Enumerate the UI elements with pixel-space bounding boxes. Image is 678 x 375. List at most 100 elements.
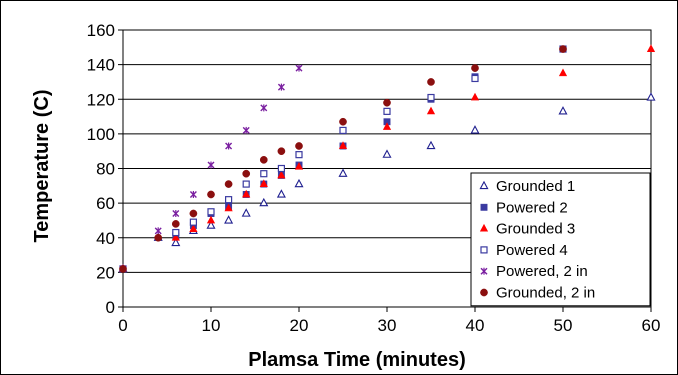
- data-point: [338, 168, 348, 177]
- legend-marker: [479, 180, 489, 190]
- x-axis-title: Plamsa Time (minutes): [248, 349, 465, 371]
- data-point: [277, 164, 285, 173]
- data-point: [470, 125, 480, 134]
- y-tick-label: 120: [87, 90, 115, 109]
- data-point: [470, 92, 480, 101]
- data-point: [225, 142, 233, 150]
- x-tick-label: 30: [378, 316, 397, 335]
- legend-label: Grounded, 2 in: [496, 285, 595, 302]
- legend-label: Powered, 2 in: [496, 263, 588, 280]
- data-point: [242, 180, 250, 188]
- data-point: [277, 170, 286, 179]
- data-point: [207, 208, 215, 216]
- data-point: [207, 161, 215, 169]
- data-point: [259, 155, 268, 164]
- series-1: [118, 92, 656, 273]
- data-point: [426, 140, 436, 150]
- y-tick-label: 60: [96, 194, 115, 213]
- data-point: [189, 224, 198, 232]
- data-point: [172, 228, 180, 237]
- data-point: [646, 44, 656, 52]
- data-point: [189, 218, 197, 226]
- data-point: [154, 227, 162, 235]
- data-point: [259, 197, 269, 207]
- legend: Grounded 1 Powered 2 Grounded 3 Powered 4 Po…: [470, 172, 651, 307]
- legend-marker: [480, 267, 488, 275]
- data-point: [259, 179, 268, 187]
- data-point: [277, 83, 285, 91]
- data-point: [426, 106, 436, 115]
- data-point: [295, 151, 303, 159]
- legend-label: Grounded 3: [496, 221, 575, 238]
- data-point: [224, 180, 233, 188]
- y-tick-label: 0: [106, 298, 115, 317]
- data-point: [295, 64, 303, 72]
- y-tick-label: 80: [96, 160, 115, 179]
- data-layer: [118, 44, 656, 273]
- legend-marker: [480, 203, 488, 211]
- data-point: [471, 64, 479, 72]
- data-point: [294, 178, 304, 188]
- data-point: [260, 104, 268, 112]
- x-tick-label: 40: [466, 316, 485, 335]
- data-point: [224, 215, 234, 224]
- legend-marker: [480, 246, 488, 254]
- data-point: [224, 203, 233, 212]
- x-tick-label: 50: [554, 316, 573, 335]
- data-point: [171, 237, 181, 247]
- data-point: [242, 189, 251, 198]
- data-point: [189, 209, 198, 218]
- legend-marker: [479, 223, 489, 232]
- axes-layer: 0 20 40 60 80 100 120 140 160 0 10 20 30 40 50 60: [87, 21, 661, 335]
- data-point: [277, 147, 286, 156]
- legend-label: Powered 4: [496, 242, 568, 259]
- data-point: [646, 92, 656, 101]
- legend-marker: [480, 288, 488, 297]
- data-point: [207, 190, 215, 199]
- y-tick-label: 100: [87, 125, 115, 144]
- data-point: [559, 45, 567, 53]
- data-point: [225, 196, 233, 204]
- series-6: [119, 45, 567, 273]
- x-tick-label: 10: [202, 316, 221, 335]
- data-point: [383, 107, 391, 115]
- data-point: [171, 233, 180, 241]
- data-point: [558, 68, 568, 77]
- legend-box: [470, 172, 651, 307]
- data-point: [427, 93, 435, 102]
- data-point: [171, 220, 180, 228]
- data-point: [206, 215, 216, 224]
- data-point: [339, 117, 347, 126]
- y-tick-label: 160: [87, 21, 115, 40]
- data-point: [241, 208, 251, 217]
- legend-label: Grounded 1: [496, 178, 575, 195]
- data-point: [276, 189, 286, 198]
- y-axis-title: Temperature (C): [31, 90, 53, 243]
- data-point: [260, 170, 268, 178]
- y-tick-label: 20: [96, 263, 115, 282]
- data-point: [471, 74, 479, 83]
- x-tick-label: 20: [290, 316, 309, 335]
- data-point: [427, 78, 435, 86]
- y-tick-label: 40: [96, 229, 115, 248]
- data-point: [558, 106, 568, 115]
- data-point: [338, 141, 348, 149]
- data-point: [206, 220, 216, 229]
- data-point: [295, 142, 303, 150]
- data-point: [383, 98, 391, 107]
- data-point: [189, 190, 197, 198]
- data-point: [154, 233, 163, 242]
- x-tick-label: 0: [118, 316, 127, 335]
- data-point: [119, 265, 127, 273]
- data-point: [242, 126, 250, 134]
- y-tick-label: 140: [87, 56, 115, 75]
- legend-label: Powered 2: [496, 199, 568, 216]
- data-point: [382, 149, 392, 158]
- data-point: [339, 126, 347, 135]
- data-point: [294, 162, 304, 170]
- data-point: [172, 210, 180, 218]
- x-tick-label: 60: [642, 316, 661, 335]
- data-point: [242, 169, 251, 178]
